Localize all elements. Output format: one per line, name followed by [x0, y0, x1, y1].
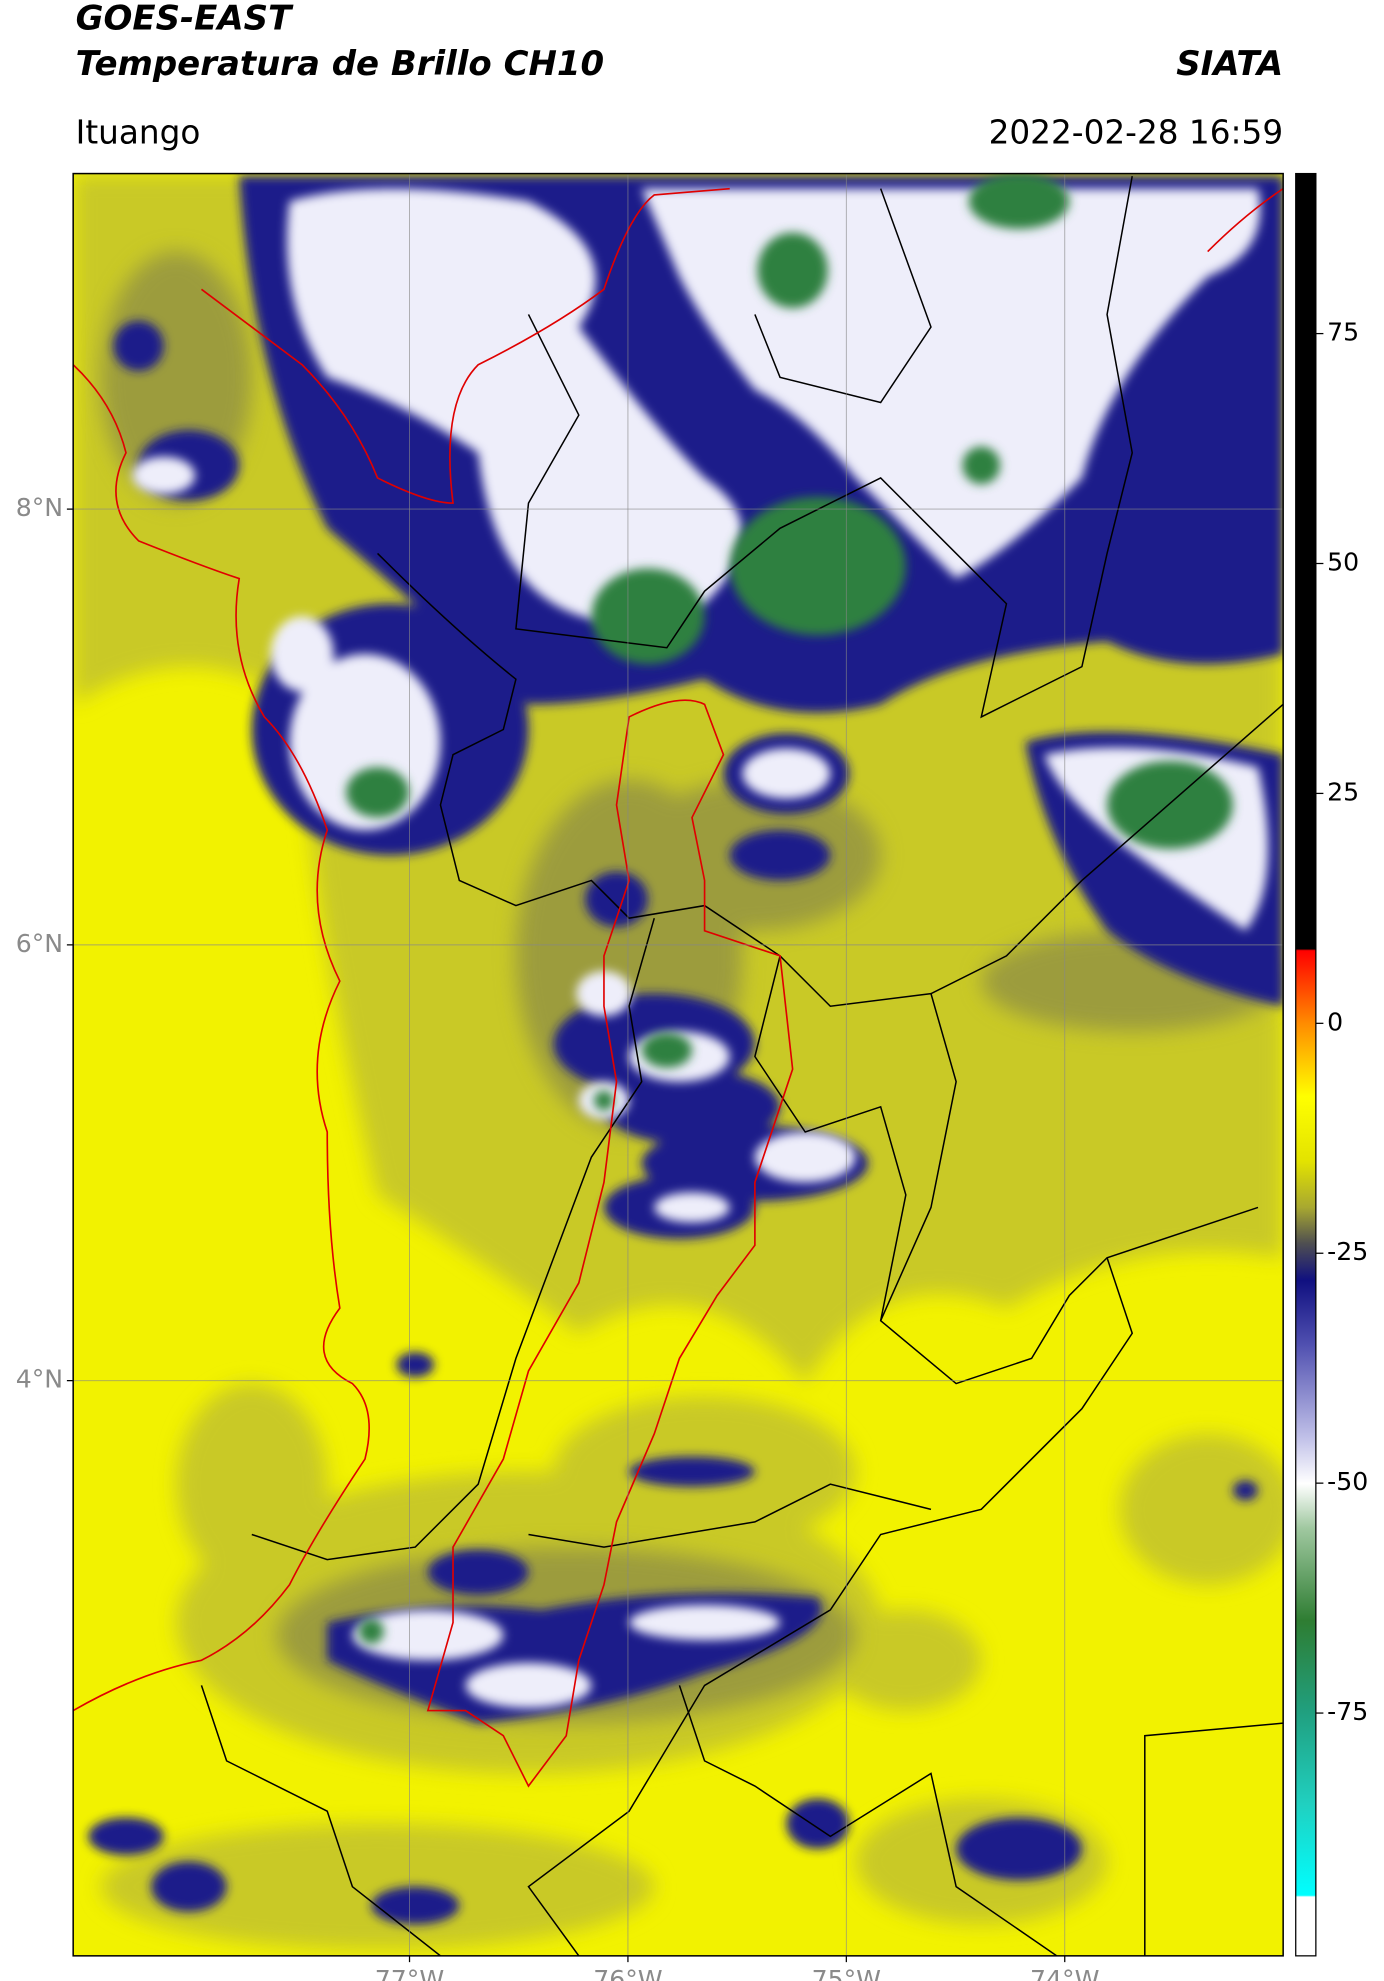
x-tick-label: 76°W: [593, 1965, 663, 1981]
y-tick-label: 8°N: [16, 493, 63, 522]
x-tick-label: 77°W: [375, 1965, 445, 1981]
colorbar-tick-label: -75: [1327, 1697, 1368, 1726]
source: SIATA: [1176, 44, 1283, 84]
grid: [73, 173, 1284, 1956]
datetime: 2022-02-28 16:59: [989, 114, 1284, 152]
map-frame: [72, 172, 1284, 1957]
colorbar-tick-label: 25: [1327, 777, 1359, 806]
colorbar-tick-label: -25: [1327, 1237, 1368, 1266]
y-tick-label: 4°N: [16, 1365, 63, 1394]
satellite: GOES-EAST: [76, 0, 294, 39]
colorbar-tick-label: 50: [1327, 548, 1359, 577]
satellite-image: [73, 173, 1284, 1956]
colorbar-tick-label: -50: [1327, 1467, 1368, 1496]
colorbar-tick-label: 0: [1327, 1007, 1343, 1036]
colorbar-tick-label: 75: [1327, 318, 1359, 347]
product: Temperatura de Brillo CH10: [76, 44, 604, 84]
x-tick-label: 74°W: [1030, 1965, 1100, 1981]
x-tick-label: 75°W: [812, 1965, 882, 1981]
y-tick-label: 6°N: [16, 929, 63, 958]
location: Ituango: [76, 114, 201, 152]
colorbar: [1295, 172, 1317, 1957]
